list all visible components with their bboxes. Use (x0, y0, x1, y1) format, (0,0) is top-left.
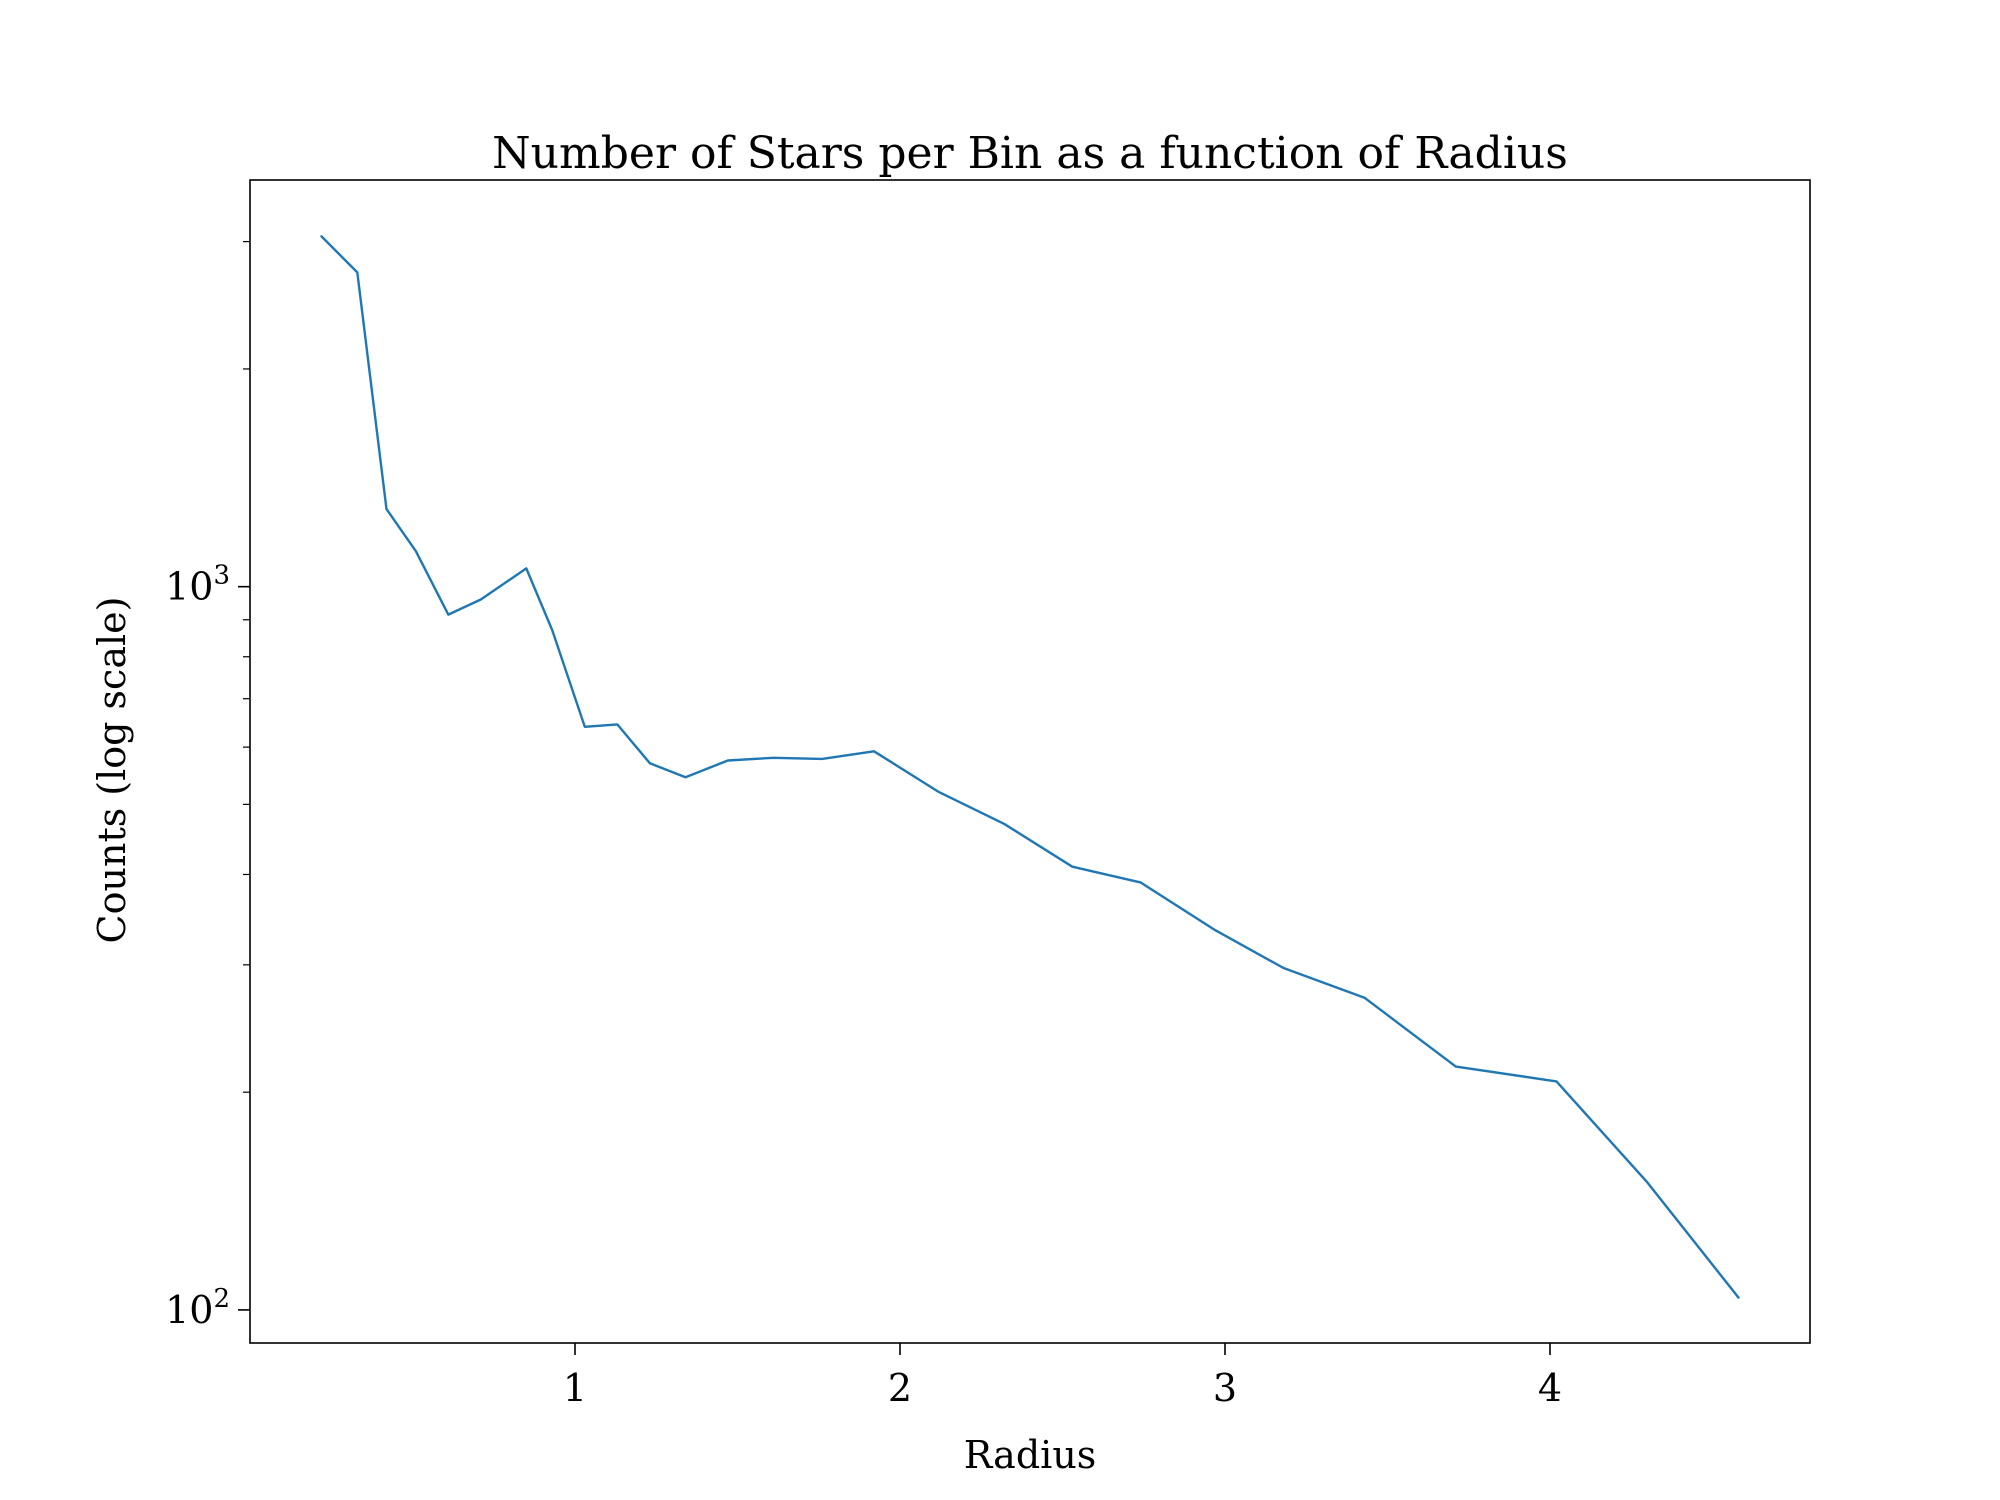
y-tick-label-exponent: 2 (213, 1284, 230, 1314)
x-tick-label: 1 (563, 1366, 587, 1410)
x-tick-label: 2 (888, 1366, 912, 1410)
x-axis-ticks: 1 2 3 4 (563, 1343, 1562, 1410)
y-tick-label-base: 10 (165, 1288, 213, 1332)
x-axis-label: Radius (964, 1433, 1097, 1477)
x-tick-label: 3 (1213, 1366, 1237, 1410)
y-tick-label: 103 (165, 561, 230, 609)
chart-title: Number of Stars per Bin as a function of… (492, 128, 1568, 179)
plot-frame (249, 179, 1811, 1344)
x-tick-label: 4 (1538, 1366, 1562, 1410)
y-tick-label: 102 (165, 1284, 230, 1332)
series-line (320, 235, 1740, 1299)
y-tick-label-base: 10 (165, 565, 213, 609)
y-tick-label-exponent: 3 (213, 561, 230, 591)
y-axis-label: Counts (log scale) (90, 597, 134, 944)
